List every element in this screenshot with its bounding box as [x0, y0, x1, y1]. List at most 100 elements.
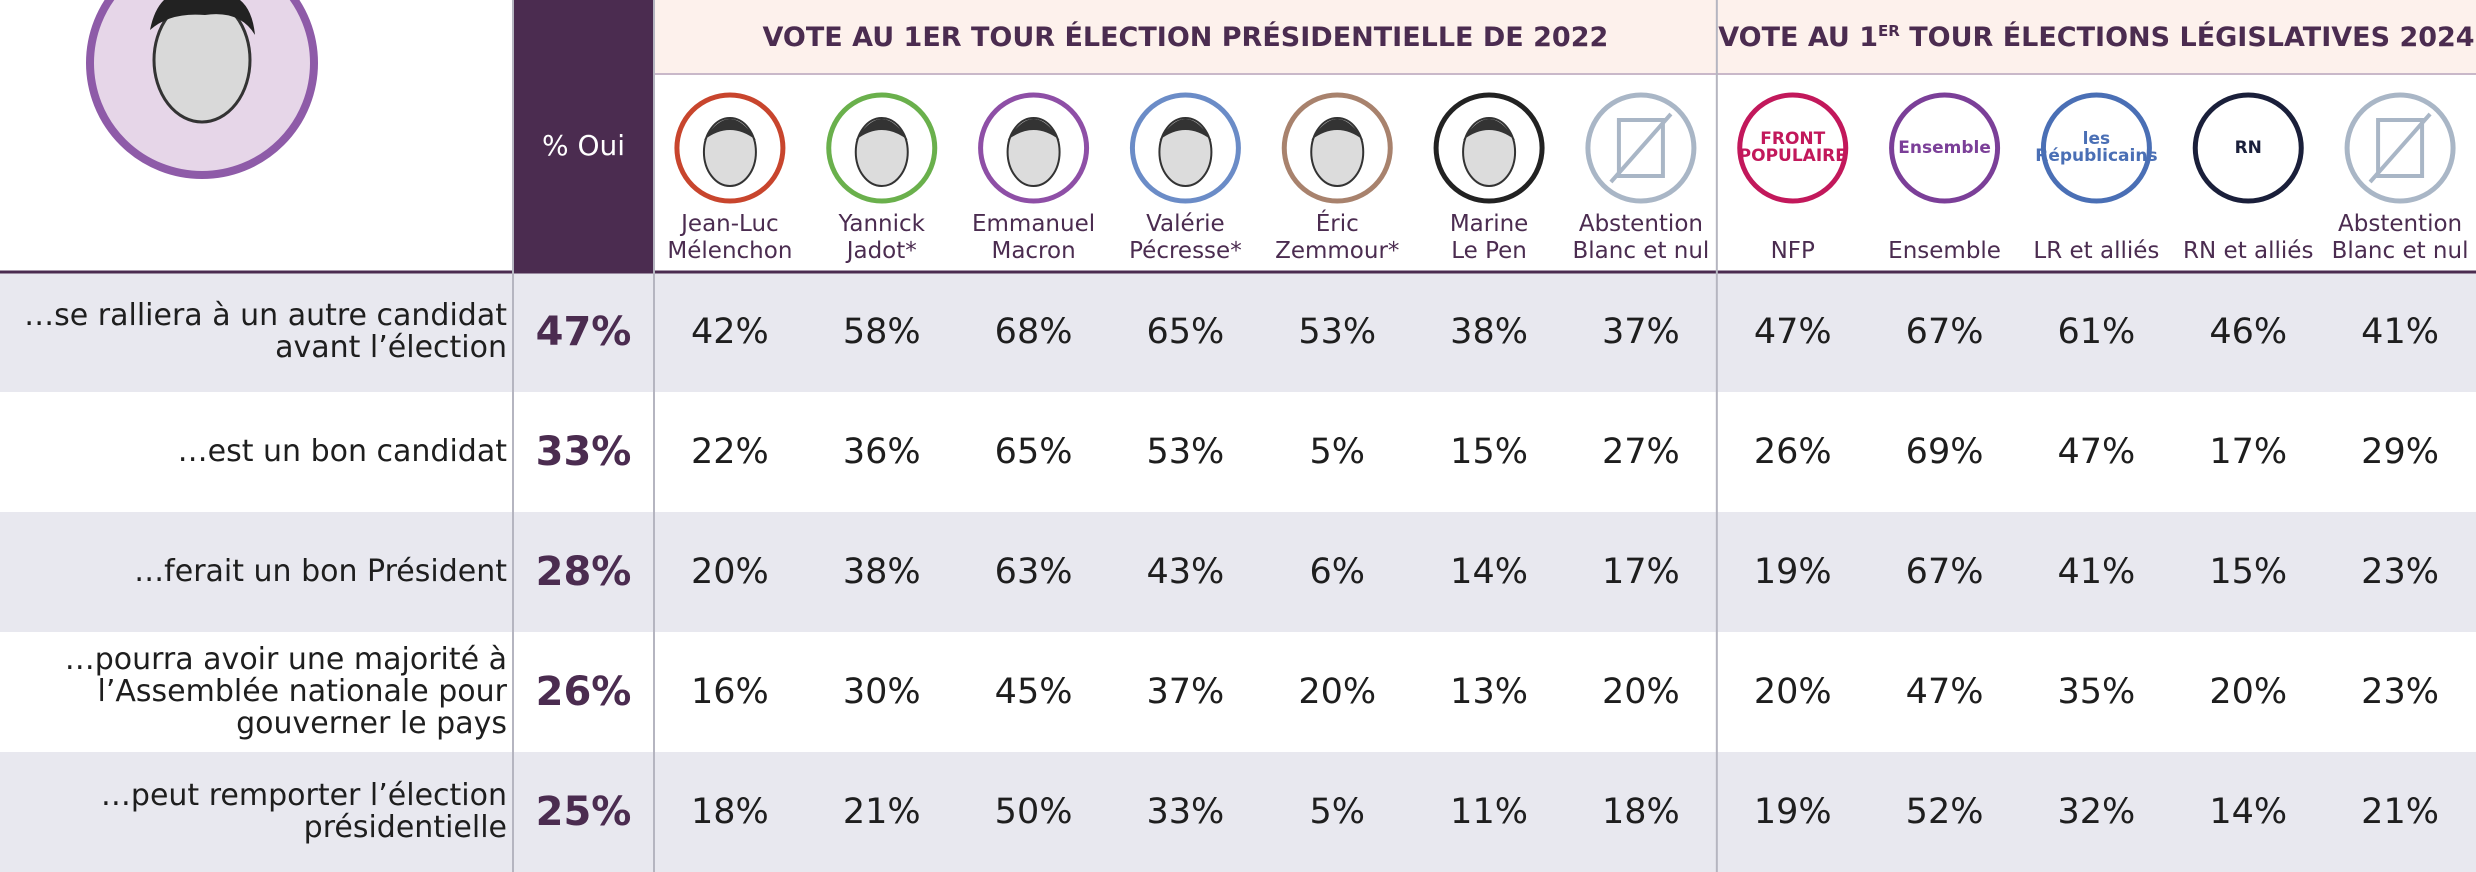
cell-value: 63%	[994, 552, 1073, 592]
portrait-face	[702, 117, 757, 187]
row-label: …se ralliera à un autre candidat avant l…	[24, 298, 507, 365]
column-name: Ensemble	[1869, 205, 2021, 265]
cell-value: 19%	[1753, 792, 1832, 832]
group-title: VOTE AU 1 ER TOUR ÉLECTIONS LÉGISLATIVES …	[1717, 0, 2476, 74]
cell-value: 50%	[994, 792, 1073, 832]
cell-value: 17%	[2209, 432, 2288, 472]
column-name: RN et alliés	[2172, 205, 2324, 265]
cell-value: 21%	[2361, 792, 2439, 832]
cell-value: 36%	[842, 432, 921, 472]
group-title-text: VOTE AU 1	[1718, 21, 1879, 53]
column-name: Éric Zemmour*	[1261, 205, 1413, 265]
column-logo	[1889, 92, 2001, 204]
column-logo	[2040, 92, 2152, 204]
column-name-line: NFP	[1770, 238, 1815, 264]
cell-value: 47%	[1753, 312, 1832, 352]
portrait-hair	[1463, 119, 1516, 140]
cell-value: 47%	[2057, 432, 2136, 472]
row-background	[0, 272, 2476, 392]
portrait-hair	[855, 119, 908, 140]
column-logo	[1737, 92, 1849, 204]
logo-text: Ensemble	[1898, 137, 1991, 158]
cell-value: 14%	[2209, 792, 2288, 832]
cell-value: 35%	[2057, 672, 2136, 712]
column-name-line: Pécresse*	[1129, 238, 1242, 264]
cell-value: 68%	[994, 312, 1073, 352]
portrait-face	[854, 117, 909, 187]
column-name-line: Le Pen	[1451, 238, 1527, 264]
cell-value: 37%	[1602, 312, 1680, 352]
portrait-hair	[150, 0, 255, 35]
portrait-face	[152, 0, 252, 124]
cell-value: 15%	[1450, 432, 1528, 472]
column-name: Yannick Jadot*	[806, 205, 958, 265]
cell-value: 61%	[2057, 312, 2136, 352]
column-name: Marine Le Pen	[1413, 205, 1565, 265]
portrait-face	[1462, 117, 1517, 187]
cell-value: 41%	[2057, 552, 2136, 592]
cell-value: 29%	[2361, 432, 2439, 472]
portrait-hair	[1311, 119, 1364, 140]
column-name-line: RN et alliés	[2183, 238, 2314, 264]
column-name-line: Yannick	[838, 211, 925, 237]
cell-value: 65%	[1146, 312, 1225, 352]
column-name-line: Emmanuel	[972, 211, 1096, 237]
group-title-sup: ER	[1878, 22, 1900, 40]
column-name: NFP	[1717, 205, 1869, 265]
cell-value: 47%	[1905, 672, 1984, 712]
column-name: Emmanuel Macron	[958, 205, 1110, 265]
cell-value: 16%	[691, 672, 769, 712]
column-name-line: Éric	[1315, 211, 1359, 237]
column-name: LR et alliés	[2021, 205, 2173, 265]
cell-value: 37%	[1146, 672, 1225, 712]
cell-value: 33%	[1146, 792, 1225, 832]
column-name-line: Blanc et nul	[2331, 238, 2469, 264]
group-title-end: TOUR ÉLECTIONS LÉGISLATIVES 2024	[1909, 21, 2475, 53]
cell-value: 53%	[1298, 312, 1377, 352]
row-background	[0, 512, 2476, 632]
row-total: 26%	[535, 669, 632, 715]
cell-value: 67%	[1905, 312, 1984, 352]
row-label: …ferait un bon Président	[134, 554, 507, 589]
oui-header-bg	[513, 0, 654, 272]
cell-value: 32%	[2057, 792, 2136, 832]
logo-text: FRONT POPULAIRE	[1738, 129, 1847, 166]
row-background	[0, 632, 2476, 752]
logo-text: les Républicains	[2035, 129, 2158, 166]
column-name: Jean-Luc Mélenchon	[654, 205, 806, 265]
portrait-hair	[703, 119, 756, 140]
portrait-face	[1310, 117, 1365, 187]
cell-value: 58%	[842, 312, 921, 352]
cell-value: 27%	[1602, 432, 1680, 472]
column-name-line: Macron	[991, 238, 1076, 264]
cell-value: 5%	[1309, 792, 1365, 832]
column-name: Abstention Blanc et nul	[2324, 205, 2476, 265]
column-name-line: Jadot*	[846, 238, 917, 264]
cell-value: 41%	[2361, 312, 2439, 352]
row-background	[0, 752, 2476, 872]
ballot-strike	[1609, 112, 1673, 184]
portrait-hair	[1159, 119, 1212, 140]
cell-value: 43%	[1146, 552, 1225, 592]
cell-value: 52%	[1905, 792, 1984, 832]
cell-value: 30%	[842, 672, 921, 712]
cell-value: 19%	[1753, 552, 1832, 592]
column-name-line: Jean-Luc	[681, 211, 779, 237]
ballot-icon	[1616, 118, 1665, 178]
cell-value: 14%	[1450, 552, 1528, 592]
group-header-band	[654, 0, 2476, 74]
ballot-icon	[2376, 118, 2425, 178]
row-label: …peut remporter l’élection présidentiell…	[100, 778, 507, 845]
cell-value: 38%	[1450, 312, 1528, 352]
logo-text: RN	[2234, 137, 2262, 158]
portrait-hair	[1007, 119, 1060, 140]
row-total: 33%	[535, 429, 632, 475]
cell-value: 20%	[1753, 672, 1832, 712]
row-label: …pourra avoir une majorité à l’Assemblée…	[64, 642, 507, 741]
column-name-line: Abstention	[1578, 211, 1703, 237]
cell-value: 5%	[1309, 432, 1365, 472]
column-name-line: Marine	[1449, 211, 1529, 237]
cell-value: 18%	[1602, 792, 1680, 832]
